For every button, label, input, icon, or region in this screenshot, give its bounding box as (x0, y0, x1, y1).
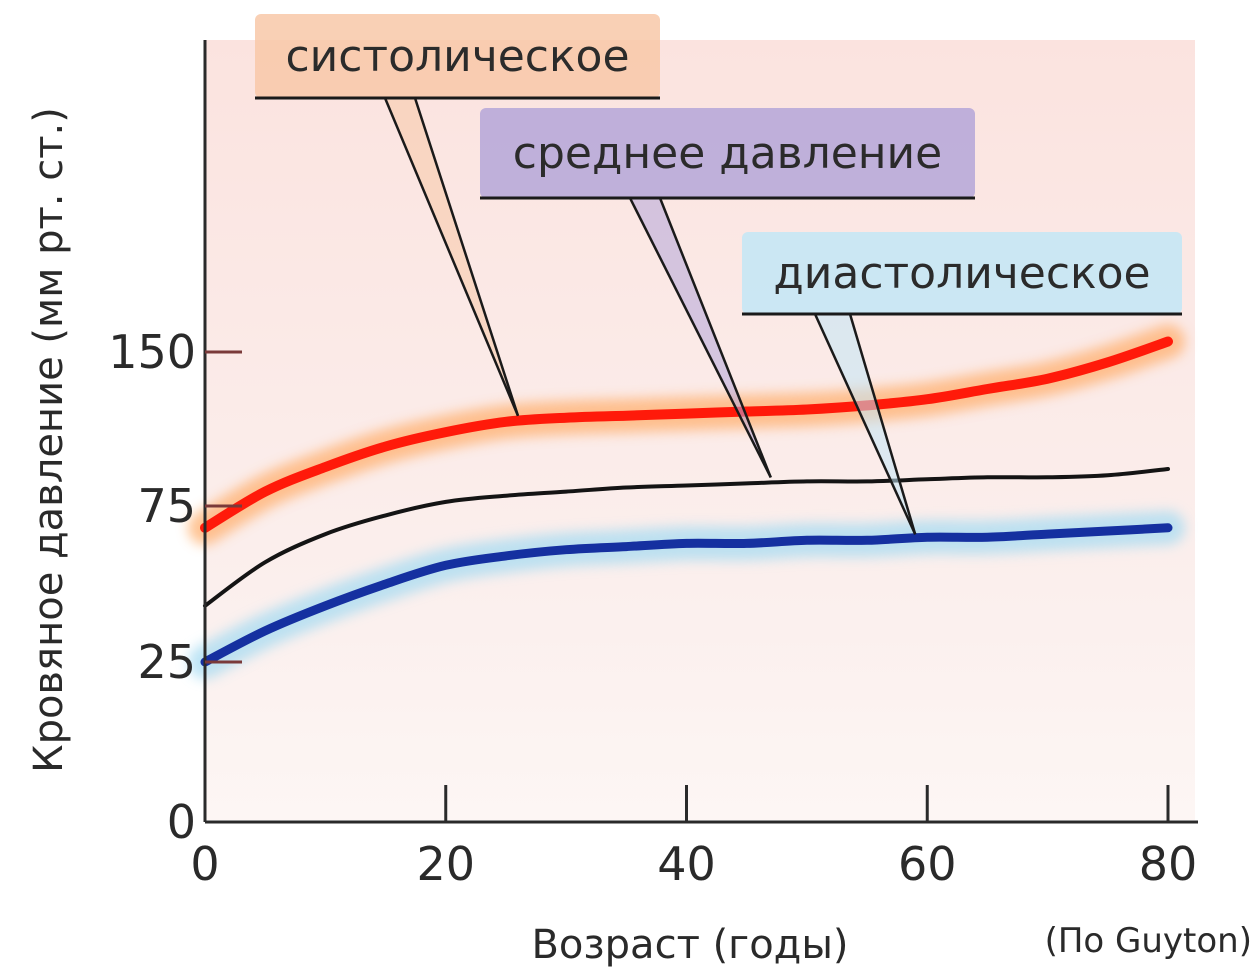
series-2-line (200, 523, 1173, 667)
callout-2-box (742, 232, 1182, 314)
source-note: (По Guyton) (1045, 921, 1252, 961)
y-tick-label-0: 0 (167, 795, 196, 849)
callout-0-box (255, 14, 660, 98)
callout-0-pointer-b (413, 97, 520, 417)
series-0-line (200, 336, 1173, 533)
x-tick-label-3: 60 (898, 837, 957, 891)
callout-1-pointer-b (658, 197, 772, 478)
x-tick-label-2: 40 (657, 837, 716, 891)
x-tick-label-1: 20 (416, 837, 475, 891)
y-tick-label-3: 150 (108, 325, 196, 379)
x-tick-label-4: 80 (1139, 837, 1198, 891)
callout-2-label: диастолическое (773, 248, 1150, 299)
series-1-line (203, 467, 1170, 608)
callout-1-pointer-a (628, 197, 772, 478)
x-tick-label-0: 0 (190, 837, 219, 891)
callout-0-label: систолическое (285, 31, 629, 82)
callout-2-pointer-b (848, 313, 917, 535)
y-axis-title: Кровяное давление (мм рт. ст.) (26, 107, 72, 773)
callout-0-pointer-a (383, 97, 520, 417)
callout-layer: систолическое среднее давление диастоличес… (255, 14, 1182, 535)
callout-1-label: среднее давление (513, 128, 942, 179)
callout-2-pointer-a (813, 313, 917, 535)
tick-layer: 0 20 40 60 80 0 25 75 150 (108, 325, 1197, 891)
y-tick-label-2: 75 (137, 479, 196, 533)
y-tick-label-1: 25 (137, 635, 196, 689)
series-layer (188, 324, 1185, 679)
callout-1-box (480, 108, 975, 198)
x-axis-title: Возраст (годы) (531, 922, 848, 968)
